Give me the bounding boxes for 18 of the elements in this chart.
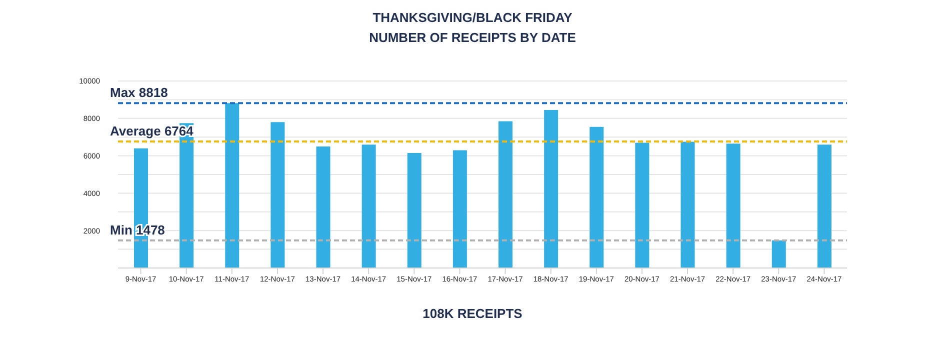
- bar: [407, 152, 422, 268]
- bar: [680, 142, 695, 268]
- text: 108K RECEIPTS: [422, 306, 524, 321]
- bar: [225, 103, 240, 268]
- chart-subtitle: NUMBER OF RECEIPTS BY DATE: [368, 29, 577, 47]
- bar: [772, 240, 786, 268]
- bar: [726, 144, 740, 268]
- bar: [316, 146, 330, 268]
- bar: [270, 122, 285, 268]
- bar: [498, 121, 512, 268]
- bar: [817, 144, 832, 268]
- chart-title: THANKSGIVING/BLACK FRIDAY: [372, 9, 574, 27]
- bar: [635, 142, 650, 268]
- ref-line-label: Max 8818: [110, 85, 168, 100]
- bar: [544, 110, 558, 268]
- bar: [362, 144, 376, 268]
- bar: [590, 126, 604, 268]
- bar: [452, 150, 467, 268]
